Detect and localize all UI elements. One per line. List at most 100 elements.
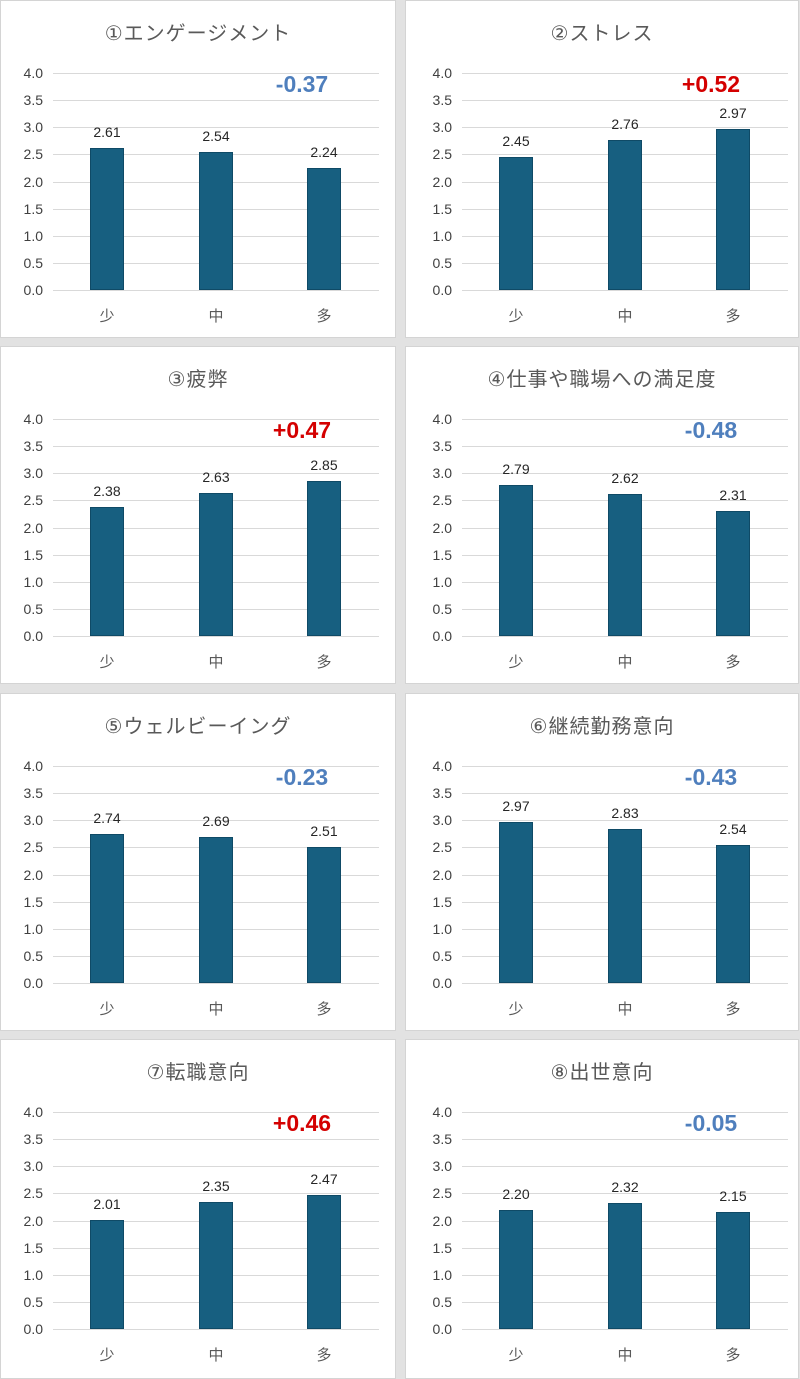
bar-中 <box>608 140 642 290</box>
y-tick-label: 3.0 <box>432 1158 452 1175</box>
chart-title: ③疲弊 <box>167 367 229 391</box>
y-tick-label: 1.0 <box>23 1266 43 1283</box>
gridline <box>462 1329 788 1330</box>
gridline <box>462 766 788 767</box>
plot-area: 4.0 3.5 3.0 2.5 2.0 1.5 1.0 0.5 0.0 2.97 少 2.83 中 2.5… <box>433 758 788 1018</box>
chart-panel-8: ⑧出世意向 4.0 3.5 3.0 2.5 2.0 1.5 1.0 0.5 0.0 2.20 少 2.3… <box>405 1039 799 1379</box>
bar-中 <box>199 1201 233 1329</box>
y-tick-label: 2.0 <box>23 866 43 883</box>
x-tick-label: 多 <box>725 1346 741 1364</box>
y-tick-label: 2.0 <box>432 866 452 883</box>
gridline <box>462 100 788 102</box>
difference-annotation: -0.43 <box>684 764 738 790</box>
bar-多 <box>307 481 341 636</box>
y-tick-label: 3.0 <box>432 465 452 482</box>
y-tick-label: 0.0 <box>432 282 452 298</box>
y-tick-label: 3.0 <box>23 1158 43 1175</box>
y-tick-label: 1.5 <box>23 546 43 563</box>
bar-中 <box>608 1203 642 1329</box>
plot-area: 4.0 3.5 3.0 2.5 2.0 1.5 1.0 0.5 0.0 2.38 少 2.63 中 2.8… <box>24 411 379 671</box>
y-tick-label: 3.0 <box>23 465 43 482</box>
gridline <box>53 1166 379 1168</box>
y-tick-label: 4.0 <box>432 65 452 81</box>
x-tick-label: 多 <box>316 653 332 671</box>
x-tick-label: 多 <box>725 653 741 671</box>
gridline <box>53 1139 379 1141</box>
y-tick-label: 0.5 <box>432 1293 452 1310</box>
y-tick-label: 1.5 <box>432 546 452 563</box>
gridline <box>53 446 379 448</box>
y-tick-label: 1.0 <box>432 1266 452 1283</box>
y-tick-label: 2.0 <box>432 1212 452 1229</box>
y-tick-label: 3.5 <box>432 785 452 802</box>
bar-value-label: 2.79 <box>502 460 530 477</box>
bar-value-label: 2.83 <box>611 805 639 822</box>
y-tick-label: 2.0 <box>23 519 43 536</box>
gridline <box>53 1329 379 1330</box>
y-tick-label: 0.0 <box>432 628 452 644</box>
bar-value-label: 2.15 <box>719 1188 747 1205</box>
y-tick-label: 1.5 <box>432 1239 452 1256</box>
plot-area: 4.0 3.5 3.0 2.5 2.0 1.5 1.0 0.5 0.0 2.01 少 2.35 中 2.4… <box>24 1104 379 1364</box>
x-tick-label: 中 <box>208 307 224 325</box>
x-tick-label: 中 <box>208 1000 224 1018</box>
x-tick-label: 中 <box>208 653 224 671</box>
plot-area: 4.0 3.5 3.0 2.5 2.0 1.5 1.0 0.5 0.0 2.74 少 2.69 中 2.5… <box>24 758 379 1018</box>
bar-value-label: 2.74 <box>93 810 121 827</box>
gridline <box>53 820 379 822</box>
x-tick-label: 多 <box>725 307 741 325</box>
bar-少 <box>90 506 124 636</box>
y-tick-label: 1.5 <box>432 893 452 910</box>
x-tick-label: 中 <box>617 653 633 671</box>
gridline <box>53 73 379 74</box>
chart-title: ⑤ウェルビーイング <box>104 714 292 738</box>
plot-area: 4.0 3.5 3.0 2.5 2.0 1.5 1.0 0.5 0.0 2.61 少 2.54 中 2.2… <box>24 65 379 325</box>
bar-value-label: 2.35 <box>202 1177 230 1194</box>
difference-annotation: -0.48 <box>684 417 738 443</box>
plot-area: 4.0 3.5 3.0 2.5 2.0 1.5 1.0 0.5 0.0 2.79 少 2.62 中 2.3… <box>433 411 788 671</box>
gridline <box>462 127 788 129</box>
y-tick-label: 2.5 <box>432 1185 452 1202</box>
y-tick-label: 3.5 <box>23 92 43 109</box>
y-tick-label: 1.0 <box>432 920 452 937</box>
y-tick-label: 0.0 <box>432 975 452 991</box>
y-tick-label: 2.5 <box>23 839 43 856</box>
gridline <box>462 1193 788 1195</box>
difference-annotation: +0.52 <box>681 71 741 97</box>
x-tick-label: 中 <box>617 1346 633 1364</box>
y-tick-label: 1.5 <box>432 200 452 217</box>
chart-title: ②ストレス <box>550 21 654 45</box>
y-tick-label: 1.0 <box>23 227 43 244</box>
difference-annotation: -0.37 <box>275 71 329 97</box>
y-tick-label: 0.5 <box>23 254 43 271</box>
y-tick-label: 1.5 <box>23 200 43 217</box>
bar-value-label: 2.01 <box>93 1195 121 1212</box>
y-tick-label: 0.5 <box>432 600 452 617</box>
chart-panel-3: ③疲弊 4.0 3.5 3.0 2.5 2.0 1.5 1.0 0.5 0.0 2.38 少 2.63 中… <box>0 346 396 684</box>
difference-annotation: -0.23 <box>275 764 329 790</box>
y-tick-label: 3.5 <box>23 1131 43 1148</box>
bar-少 <box>499 1209 533 1329</box>
x-tick-label: 多 <box>316 1000 332 1018</box>
gridline <box>462 1112 788 1113</box>
y-tick-label: 1.0 <box>432 227 452 244</box>
y-tick-label: 4.0 <box>432 411 452 427</box>
bar-多 <box>307 168 341 290</box>
y-tick-label: 3.0 <box>432 119 452 136</box>
x-tick-label: 少 <box>508 1000 524 1018</box>
y-tick-label: 0.0 <box>23 975 43 991</box>
x-tick-label: 少 <box>99 1000 115 1018</box>
x-tick-label: 多 <box>316 307 332 325</box>
x-tick-label: 多 <box>725 1000 741 1018</box>
y-tick-label: 4.0 <box>23 1104 43 1120</box>
bar-多 <box>716 1212 750 1329</box>
chart-panel-4: ④仕事や職場への満足度 4.0 3.5 3.0 2.5 2.0 1.5 1.0 0.5 0.0 2.… <box>405 346 799 684</box>
bar-value-label: 2.63 <box>202 469 230 486</box>
difference-annotation: +0.47 <box>272 417 332 443</box>
x-tick-label: 少 <box>99 1346 115 1364</box>
gridline <box>462 1139 788 1141</box>
gridline <box>462 1166 788 1168</box>
x-tick-label: 少 <box>508 653 524 671</box>
y-tick-label: 0.5 <box>432 947 452 964</box>
bar-多 <box>307 846 341 983</box>
